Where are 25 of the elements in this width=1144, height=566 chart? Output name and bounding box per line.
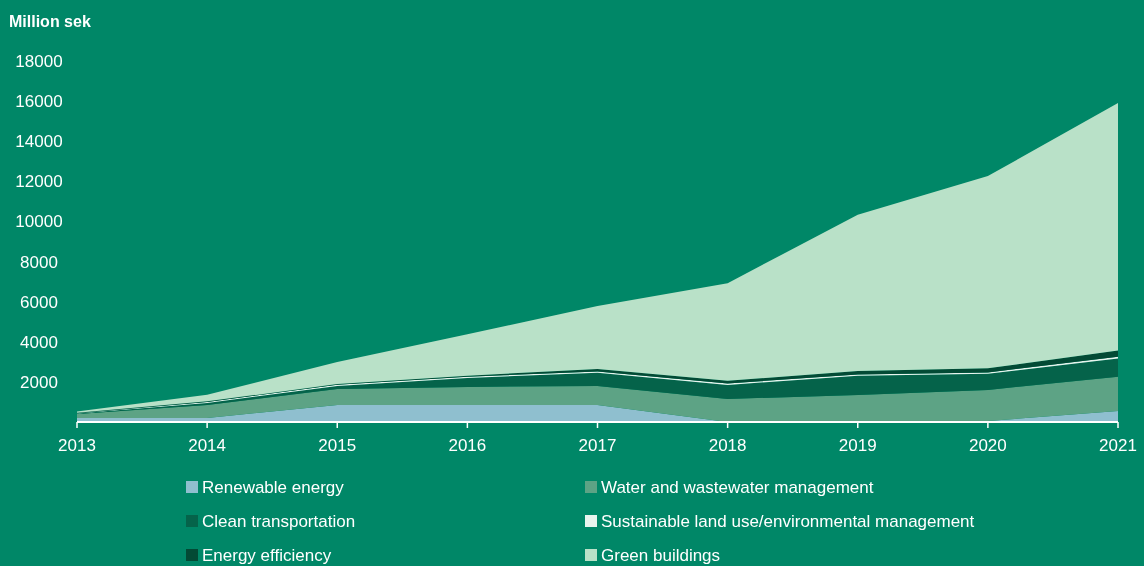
y-tick-label: 2000 — [20, 372, 58, 392]
x-tick-label: 2014 — [188, 436, 227, 455]
y-tick-label: 12000 — [15, 172, 63, 192]
legend-label: Water and wastewater management — [601, 478, 874, 497]
legend-label: Energy efficiency — [202, 546, 332, 565]
x-tick-label: 2019 — [838, 436, 877, 455]
y-tick-label: 16000 — [15, 92, 63, 112]
y-tick-label: 6000 — [20, 292, 58, 312]
legend-label: Green buildings — [601, 546, 721, 565]
x-tick-label: 2021 — [1099, 436, 1137, 455]
y-tick-label: 14000 — [15, 132, 63, 152]
x-tick-label: 2017 — [578, 436, 617, 455]
legend-label: Renewable energy — [202, 478, 345, 497]
y-axis-title: Million sek — [9, 13, 91, 30]
y-tick-label: 8000 — [20, 252, 58, 272]
y-tick-label: 4000 — [20, 332, 58, 352]
legend-label: Sustainable land use/environmental management — [601, 512, 975, 531]
x-tick-label: 2016 — [448, 436, 487, 455]
x-tick-label: 2015 — [318, 436, 357, 455]
legend-label: Clean transportation — [202, 512, 356, 531]
x-tick-label: 2020 — [968, 436, 1007, 455]
y-tick-label: 18000 — [15, 52, 63, 71]
y-tick-label: 10000 — [15, 212, 63, 232]
x-tick-label: 2018 — [708, 436, 747, 455]
x-tick-label: 2013 — [58, 436, 96, 455]
